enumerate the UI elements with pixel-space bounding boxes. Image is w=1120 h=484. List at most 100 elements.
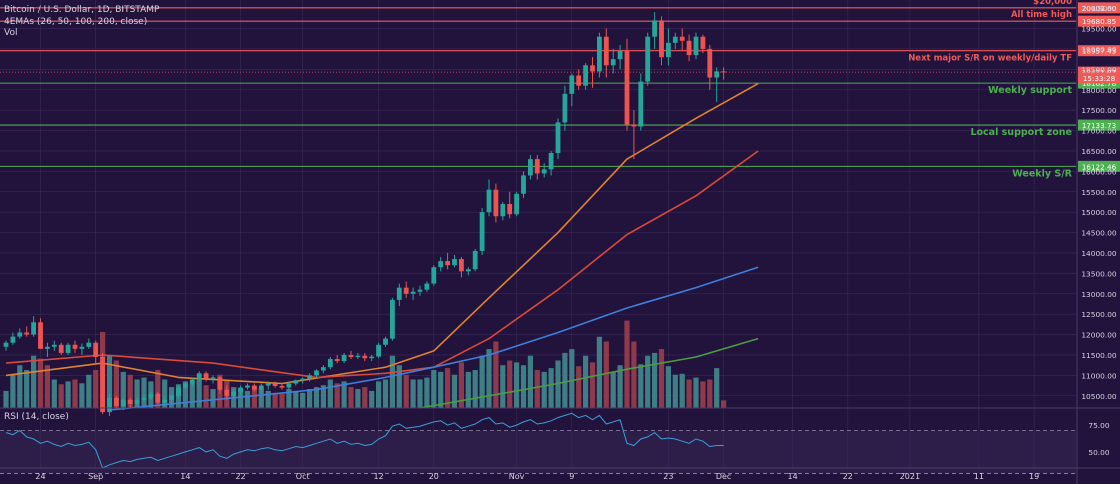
volume-bar (341, 381, 347, 408)
price-badge-text: 18162.78 (1082, 79, 1117, 88)
y-tick-label: 16000.00 (1081, 167, 1117, 176)
price-badge-text: 19680.85 (1082, 17, 1116, 26)
volume-bar (541, 371, 547, 408)
candle-body (548, 153, 554, 170)
candle-body (500, 204, 506, 217)
candle-body (631, 124, 637, 127)
candle-body (521, 175, 526, 194)
candle-body (38, 322, 43, 349)
candle-body (100, 357, 105, 413)
candle-body (590, 65, 595, 72)
candle-body (3, 342, 9, 347)
ema-100-line (109, 266, 759, 411)
volume-bar (638, 364, 644, 408)
candle-body (196, 373, 202, 380)
volume-bar (527, 355, 533, 408)
candle-body (383, 338, 388, 345)
ema-200-line (419, 337, 759, 409)
candle-body (148, 393, 154, 398)
candle-body (224, 389, 230, 396)
candle-body (666, 42, 671, 58)
volume-bar (534, 370, 540, 408)
candle-body (300, 378, 306, 381)
candle-body (327, 359, 333, 368)
candle-body (486, 189, 492, 213)
volume-bar (258, 389, 264, 408)
candle-body (93, 342, 99, 357)
volume-bar (645, 355, 651, 408)
candle-body (514, 193, 519, 215)
volume-bar (355, 389, 361, 408)
x-tick-label: 9 (569, 472, 574, 481)
y-tick-label: 11500.00 (1081, 351, 1117, 360)
price-badge (1078, 72, 1120, 84)
candle-body (562, 93, 568, 123)
candle-body (86, 342, 92, 347)
volume-bar (65, 381, 71, 408)
price-badge-text: 17133.73 (1082, 121, 1116, 130)
candle-body (576, 75, 582, 86)
candle-body (120, 399, 126, 406)
y-tick-label: 15000.00 (1081, 208, 1117, 217)
volume-bar (376, 381, 382, 408)
volume-bar (693, 377, 699, 408)
candle-body (265, 383, 271, 386)
y-tick-label: 14500.00 (1081, 229, 1117, 238)
candle-body (396, 287, 402, 300)
x-tick-label: 2021 (900, 472, 920, 481)
candle-body (24, 332, 30, 335)
candle-body (31, 322, 36, 335)
y-tick-label: 18000.00 (1081, 86, 1117, 95)
volume-bar (300, 392, 306, 408)
volume-bar (320, 385, 326, 408)
y-tick-label: 18500.00 (1081, 65, 1117, 74)
candle-body (452, 259, 457, 266)
x-tick-label: 20 (429, 472, 439, 481)
candle-body (431, 267, 437, 284)
candle-body (555, 122, 561, 153)
y-tick-label: 11000.00 (1081, 371, 1117, 380)
candle-body (493, 189, 499, 217)
volume-bar (507, 360, 513, 408)
annotation-label: Weekly support (988, 85, 1072, 96)
volume-bar (700, 381, 706, 408)
volume-bar (3, 390, 9, 408)
candle-body (659, 20, 664, 58)
volume-bar (389, 355, 395, 408)
volume-bar (79, 383, 85, 408)
candle-body (114, 397, 119, 406)
candle-body (155, 393, 161, 403)
x-tick-label: 24 (35, 472, 45, 481)
volume-bar (658, 349, 665, 408)
candle-body (403, 287, 409, 294)
candle-body (479, 212, 485, 251)
candle-body (390, 299, 395, 339)
candle-body (610, 59, 616, 66)
volume-bar (93, 370, 99, 408)
candle-body (189, 379, 195, 384)
volume-bar (272, 392, 278, 408)
volume-bar (458, 362, 464, 408)
volume-bar (679, 373, 685, 408)
volume-bar (438, 371, 444, 408)
candle-body (51, 344, 57, 347)
volume-bar (548, 368, 554, 408)
x-tick-label: 11 (974, 472, 984, 481)
candle-body (141, 397, 147, 400)
candle-body (334, 359, 340, 362)
volume-bar (251, 387, 257, 408)
volume-bar (279, 393, 285, 408)
volume-bar (10, 374, 16, 408)
candle-body (58, 344, 64, 353)
volume-bar (327, 379, 333, 408)
candle-body (707, 48, 713, 78)
candle-body (410, 291, 416, 294)
x-tick-label: 12 (374, 472, 384, 481)
candle-body (679, 36, 685, 41)
volume-bar (155, 370, 161, 408)
candle-body (445, 261, 450, 266)
candle-body (472, 250, 478, 270)
volume-bar (403, 374, 409, 408)
annotation-label: Weekly S/R (1012, 168, 1072, 179)
